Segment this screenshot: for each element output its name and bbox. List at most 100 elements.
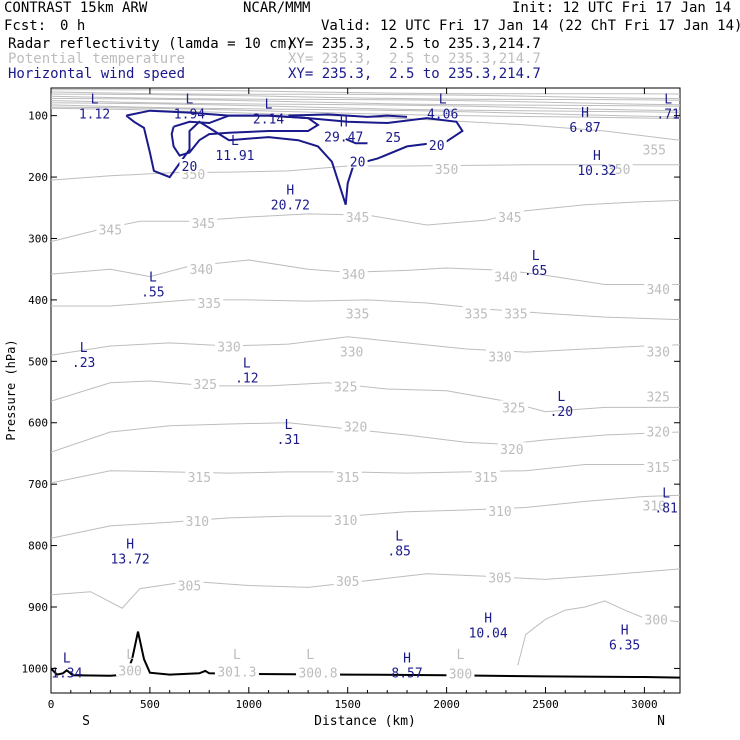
wind-extremum-marker: L xyxy=(231,134,239,149)
isentrope-label-bg xyxy=(214,664,259,678)
wind-extremum-marker: L xyxy=(91,92,99,107)
y-axis-label: Pressure (hPa) xyxy=(4,339,18,440)
isotach-label-bg xyxy=(426,138,447,152)
isentrope-stratospheric xyxy=(51,100,680,112)
wind-extremum-value: 1.34 xyxy=(51,666,82,681)
isentrope-stratospheric xyxy=(51,106,680,120)
y-tick-label: 400 xyxy=(28,294,48,307)
isentrope-stratospheric xyxy=(51,89,680,95)
isentrope-305 xyxy=(51,568,680,609)
wind-extremum-value: 29.47 xyxy=(324,131,363,146)
field-name-reflectivity: Radar reflectivity (lamda = 10 cm) xyxy=(8,36,295,52)
isentrope-label-bg xyxy=(331,512,360,526)
isentrope-label: 300.8 xyxy=(298,667,337,682)
isentrope-label-bg xyxy=(446,666,475,680)
isentrope-label: 330 xyxy=(340,345,363,360)
isentrope-label-bg xyxy=(343,306,372,320)
isentrope-label: 335 xyxy=(504,307,527,322)
wind-extremum-marker: L xyxy=(80,341,88,356)
y-tick-label: 600 xyxy=(28,417,48,430)
isentrope-label-bg xyxy=(331,379,360,393)
isentrope-label: 310 xyxy=(488,505,511,520)
isentrope-label: 325 xyxy=(502,401,525,416)
isotach-label: 20 xyxy=(182,160,198,175)
isentrope-label: 325 xyxy=(646,390,669,405)
isentrope-300 xyxy=(517,600,680,666)
isentrope-label: 340 xyxy=(190,263,213,278)
isentrope-label: 340 xyxy=(646,283,669,298)
isentrope-label: 350 xyxy=(607,163,630,178)
isentrope-label: 340 xyxy=(342,268,365,283)
isentrope-label-bg xyxy=(189,216,218,230)
isentrope-label-bg xyxy=(604,162,633,176)
field-name-wind: Horizontal wind speed xyxy=(8,66,186,82)
isentrope-label: 345 xyxy=(99,223,122,238)
isotach-label-bg xyxy=(179,159,200,173)
wind-extremum-value: 20.72 xyxy=(271,198,310,213)
y-tick-label: 1000 xyxy=(22,662,49,675)
wind-isotach-25 xyxy=(345,138,368,145)
isentrope-label-bg xyxy=(644,459,673,473)
isotach-label-bg xyxy=(383,130,404,144)
wind-extremum-value: .23 xyxy=(72,356,95,371)
isentrope-label-bg xyxy=(501,306,530,320)
wind-isotach-25 xyxy=(288,113,408,118)
wind-isotach-20 xyxy=(125,109,464,206)
field-xy-reflectivity: XY= 235.3, 2.5 to 235.3,214.7 xyxy=(288,36,541,52)
isentrope-stratospheric xyxy=(51,97,680,107)
model-title: CONTRAST 15km ARW xyxy=(4,0,148,16)
theta-extremum-marker: L xyxy=(306,648,314,663)
isentrope-label: 315 xyxy=(646,461,669,476)
y-tick-label: 100 xyxy=(28,110,48,123)
wind-extremum-marker: L xyxy=(265,97,273,112)
wind-extremum-value: 6.35 xyxy=(609,639,640,654)
wind-isotach-25 xyxy=(170,114,320,157)
isentrope-label-bg xyxy=(333,574,362,588)
wind-extremum-marker: L xyxy=(63,651,71,666)
x-end-label-north: N xyxy=(657,714,665,729)
isentrope-label-bg xyxy=(116,663,145,677)
isentrope-label-bg xyxy=(187,262,216,276)
wind-extremum-marker: H xyxy=(403,651,411,666)
isentrope-label: 310 xyxy=(643,500,666,515)
isentrope-label-bg xyxy=(644,424,673,438)
isentrope-label: 335 xyxy=(346,307,369,322)
isentrope-label-bg xyxy=(175,578,204,592)
isentrope-label: 345 xyxy=(192,217,215,232)
wind-extremum-marker: H xyxy=(581,106,589,121)
isentrope-label: 345 xyxy=(498,211,521,226)
forecast-hour: 0 h xyxy=(60,18,86,34)
isentrope-label-bg xyxy=(486,570,515,584)
isentrope-label-bg xyxy=(432,162,461,176)
y-tick-label: 200 xyxy=(28,171,48,184)
isentrope-label: 330 xyxy=(217,341,240,356)
isentrope-325 xyxy=(51,380,680,413)
wind-extremum-marker: L xyxy=(243,356,251,371)
isotach-label: 20 xyxy=(429,139,445,154)
isentrope-label: 320 xyxy=(500,443,523,458)
x-axis-label: Distance (km) xyxy=(314,714,416,729)
wind-extremum-marker: L xyxy=(439,92,447,107)
isentrope-label: 305 xyxy=(336,575,359,590)
init-time: Init: 12 UTC Fri 17 Jan 14 xyxy=(512,0,732,16)
isentrope-label-bg xyxy=(195,295,224,309)
isentrope-label-bg xyxy=(486,504,515,518)
field-xy-wind: XY= 235.3, 2.5 to 235.3,214.7 xyxy=(288,66,541,82)
wind-extremum-value: .65 xyxy=(524,264,547,279)
isentrope-label-bg xyxy=(640,142,669,156)
y-tick-label: 300 xyxy=(28,232,48,245)
wind-extremum-value: .81 xyxy=(654,502,677,517)
isentrope-330 xyxy=(51,336,680,356)
wind-extremum-marker: H xyxy=(126,538,134,553)
isentrope-label-bg xyxy=(491,269,520,283)
field-xy-theta: XY= 235.3, 2.5 to 235.3,214.7 xyxy=(288,51,541,67)
wind-extremum-marker: L xyxy=(557,390,565,405)
wind-extremum-value: 8.57 xyxy=(391,666,422,681)
x-tick-label: 0 xyxy=(48,698,55,711)
isentrope-label-bg xyxy=(341,419,370,433)
x-tick-label: 1000 xyxy=(236,698,263,711)
isentrope-stratospheric xyxy=(51,95,680,106)
wind-extremum-value: 2.14 xyxy=(253,112,284,127)
x-tick-label: 3000 xyxy=(631,698,658,711)
wind-extremum-value: .12 xyxy=(235,371,258,386)
